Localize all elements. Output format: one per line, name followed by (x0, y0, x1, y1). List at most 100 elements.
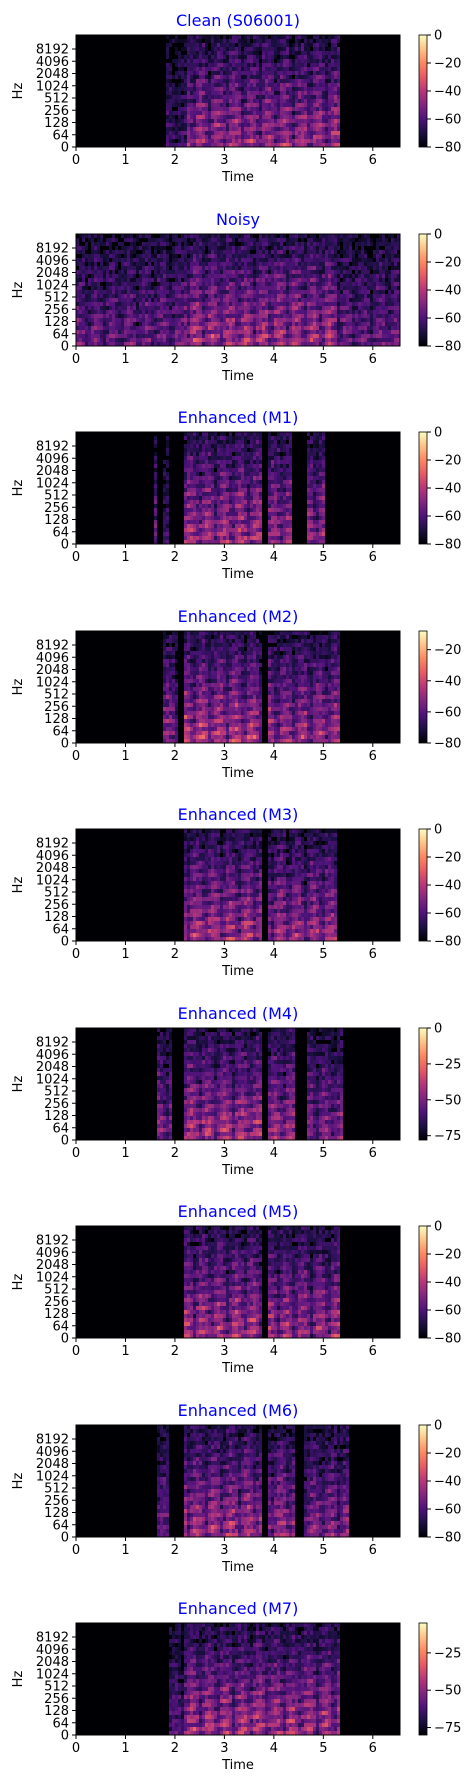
y-tick-label: 2048 (36, 1060, 69, 1075)
y-tick-label: 64 (52, 128, 69, 143)
axes-frame (75, 1225, 401, 1339)
y-tick-label: 256 (44, 501, 69, 516)
panel-title: Enhanced (M2) (178, 607, 299, 626)
y-axis-label: Hz (11, 1473, 26, 1490)
y-tick-label: 1024 (36, 1270, 69, 1285)
colorbar-tick-label: −20 (434, 454, 461, 469)
y-tick-label: 512 (44, 489, 69, 504)
colorbar-tick-label: −40 (434, 879, 461, 894)
axes-frame (75, 630, 401, 744)
x-tick-label: 3 (220, 1344, 228, 1359)
spectrogram-cells (169, 1623, 340, 1735)
colorbar-tick-label: −40 (434, 674, 461, 689)
y-tick-label: 256 (44, 1097, 69, 1112)
y-tick-label: 256 (44, 1295, 69, 1310)
colorbar-tick-label: −40 (434, 284, 461, 299)
x-tick-label: 0 (72, 1741, 80, 1756)
x-tick-label: 2 (171, 153, 179, 168)
y-tick-label: 2048 (36, 1258, 69, 1273)
y-tick-label: 256 (44, 898, 69, 913)
y-tick-label: 4096 (36, 651, 69, 666)
y-tick-label: 64 (52, 1319, 69, 1334)
colorbar-tick-label: −80 (434, 538, 461, 553)
y-tick-label: 256 (44, 700, 69, 715)
x-tick-label: 0 (72, 153, 80, 168)
colorbar (418, 1225, 428, 1339)
x-tick-label: 6 (369, 1741, 377, 1756)
colorbar-tick-label: 0 (434, 228, 442, 243)
x-tick-label: 1 (121, 947, 129, 962)
spectrogram-panel: Enhanced (M1)0 1 2 3 4 5 6Time0641282565121024… (11, 408, 461, 582)
y-axis-label: Hz (11, 1076, 26, 1093)
y-tick-label: 4096 (36, 1643, 69, 1658)
colorbar-tick-label: −80 (434, 141, 461, 156)
spectrogram-cells (157, 1425, 349, 1537)
y-axis-label: Hz (11, 480, 26, 497)
y-tick-label: 8192 (36, 1234, 69, 1249)
colorbar-tick-label: −20 (434, 1447, 461, 1462)
x-tick-label: 4 (270, 1741, 278, 1756)
x-tick-label: 3 (220, 1146, 228, 1161)
x-tick-label: 6 (369, 153, 377, 168)
x-tick-label: 5 (319, 352, 327, 367)
x-tick-label: 3 (220, 947, 228, 962)
y-tick-label: 2048 (36, 266, 69, 281)
y-tick-label: 8192 (36, 43, 69, 58)
y-tick-label: 0 (61, 1134, 69, 1149)
colorbar-tick-label: 0 (434, 426, 442, 441)
y-tick-label: 0 (61, 737, 69, 752)
y-tick-label: 512 (44, 1680, 69, 1695)
y-tick-label: 512 (44, 1482, 69, 1497)
y-axis-label: Hz (11, 1671, 26, 1688)
x-tick-label: 0 (72, 352, 80, 367)
colorbar-tick-label: 0 (434, 1022, 442, 1037)
spectrogram-panel: Clean (S06001)0 1 2 3 4 5 6Time064128256512102… (11, 11, 461, 185)
spectrogram-cells (157, 1028, 343, 1140)
x-tick-label: 0 (72, 1344, 80, 1359)
x-tick-label: 4 (270, 1344, 278, 1359)
y-tick-label: 256 (44, 303, 69, 318)
colorbar-tick-label: −40 (434, 85, 461, 100)
x-tick-label: 4 (270, 947, 278, 962)
colorbar (418, 233, 428, 347)
colorbar-tick-label: −75 (434, 1721, 461, 1736)
y-tick-label: 128 (44, 1506, 69, 1521)
y-tick-label: 1024 (36, 79, 69, 94)
y-tick-label: 4096 (36, 849, 69, 864)
y-tick-label: 4096 (36, 1048, 69, 1063)
panel-title: Enhanced (M6) (178, 1401, 299, 1420)
y-tick-label: 1024 (36, 873, 69, 888)
y-tick-label: 64 (52, 922, 69, 937)
y-tick-label: 1024 (36, 476, 69, 491)
colorbar-tick-label: 0 (434, 1220, 442, 1235)
y-tick-label: 1024 (36, 278, 69, 293)
spectrogram-panel: Enhanced (M5)0 1 2 3 4 5 6Time0641282565121024… (11, 1202, 461, 1376)
panel-title: Enhanced (M5) (178, 1202, 299, 1221)
y-tick-label: 2048 (36, 67, 69, 82)
colorbar (418, 630, 428, 744)
y-tick-label: 4096 (36, 1445, 69, 1460)
y-tick-label: 64 (52, 1518, 69, 1533)
colorbar (418, 34, 428, 148)
colorbar-tick-label: −20 (434, 643, 461, 658)
x-tick-label: 2 (171, 1543, 179, 1558)
y-axis-label: Hz (11, 83, 26, 100)
panel-title: Enhanced (M3) (178, 805, 299, 824)
panel-title: Enhanced (M7) (178, 1599, 299, 1618)
y-tick-label: 256 (44, 1692, 69, 1707)
x-tick-label: 0 (72, 749, 80, 764)
x-tick-label: 6 (369, 947, 377, 962)
x-axis-label: Time (221, 1560, 254, 1575)
x-tick-label: 5 (319, 749, 327, 764)
x-tick-label: 5 (319, 1146, 327, 1161)
y-tick-label: 128 (44, 315, 69, 330)
axes-frame (75, 233, 401, 347)
y-tick-label: 8192 (36, 639, 69, 654)
y-axis-label: Hz (11, 282, 26, 299)
x-axis-label: Time (221, 369, 254, 384)
colorbar-tick-label: −60 (434, 907, 461, 922)
y-tick-label: 128 (44, 712, 69, 727)
y-axis-label: Hz (11, 679, 26, 696)
x-tick-label: 2 (171, 1741, 179, 1756)
